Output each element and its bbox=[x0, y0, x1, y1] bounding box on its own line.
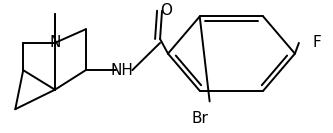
Text: F: F bbox=[312, 35, 321, 50]
Text: Br: Br bbox=[191, 111, 208, 126]
Text: N: N bbox=[49, 35, 61, 50]
Text: NH: NH bbox=[111, 63, 134, 78]
Text: O: O bbox=[160, 3, 172, 18]
